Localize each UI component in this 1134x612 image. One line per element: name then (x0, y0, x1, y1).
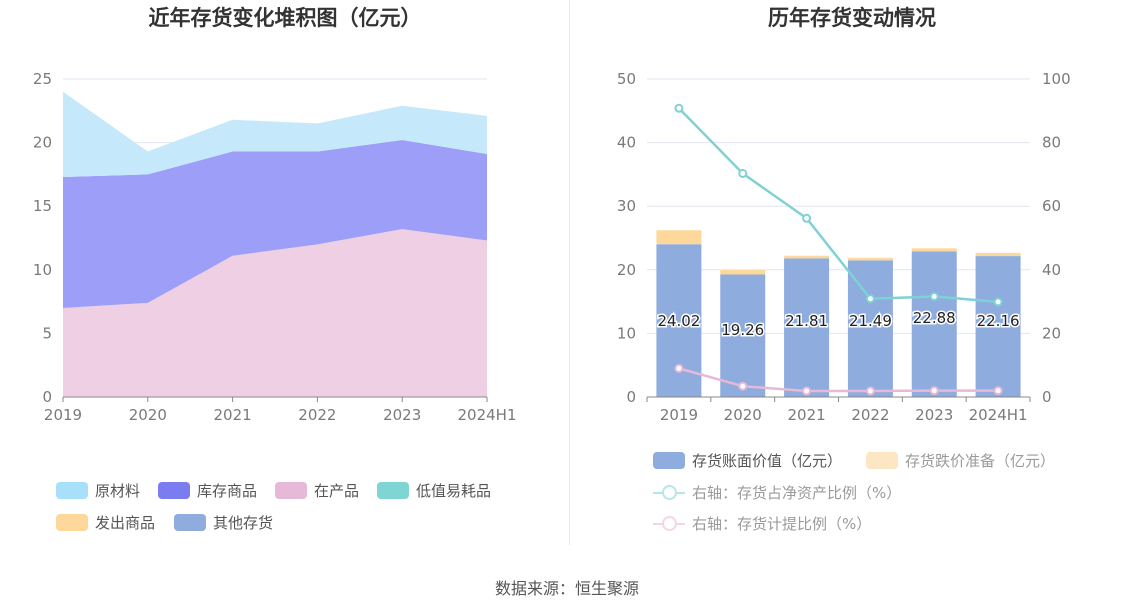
line-point (929, 292, 939, 302)
y2-tick-label: 80 (1042, 134, 1061, 152)
legend-label: 在产品 (314, 482, 360, 500)
legend-line-swatch (653, 484, 685, 501)
line-series (678, 107, 999, 304)
legend-swatch (174, 514, 206, 531)
y-tick-label: 25 (33, 70, 52, 88)
y-tick-label: 10 (617, 324, 636, 342)
y-tick-label: 50 (617, 70, 636, 88)
bar (911, 248, 957, 252)
line-point (865, 294, 875, 304)
x-tick-label: 2019 (660, 406, 698, 424)
line-series (678, 367, 999, 393)
legend-wip[interactable]: 在产品 (275, 480, 359, 501)
legend-label: 右轴：存货占净资产比例（%） (692, 484, 902, 502)
bar (975, 252, 1021, 257)
y2-tick-label: 0 (1042, 388, 1052, 406)
legend-swatch (275, 482, 307, 499)
legend-line-swatch (653, 515, 685, 532)
area-series (63, 229, 487, 397)
bar (784, 258, 830, 397)
left-chart-title: 近年存货变化堆积图（亿元） (148, 6, 422, 30)
x-tick-label: 2021 (787, 406, 825, 424)
y-tick-label: 30 (617, 197, 636, 215)
legend-book-value[interactable]: 存货账面价值（亿元） (653, 450, 842, 471)
x-tick-label: 2024H1 (969, 406, 1028, 424)
bar (720, 274, 766, 397)
bar (720, 270, 766, 275)
y2-tick-label: 20 (1042, 324, 1061, 342)
line-point (738, 381, 748, 391)
legend-swatch (56, 514, 88, 531)
legend-finished-goods[interactable]: 库存商品 (158, 480, 257, 501)
bar (975, 256, 1021, 397)
data-source: 数据来源：恒生聚源 (494, 579, 639, 598)
x-tick-label: 2024H1 (458, 406, 517, 424)
line-point (674, 103, 684, 113)
y-tick-label: 20 (33, 134, 52, 152)
y-tick-label: 20 (617, 261, 636, 279)
bar-value-label: 22.88 (913, 309, 956, 327)
y2-tick-label: 60 (1042, 197, 1061, 215)
bar-value-label: 19.26 (721, 321, 764, 339)
line-point (865, 386, 875, 396)
line-point (802, 386, 812, 396)
line-point (674, 363, 684, 373)
y-tick-label: 5 (42, 324, 52, 342)
area-series (63, 91, 487, 177)
bar (784, 255, 830, 259)
legend-label: 存货账面价值（亿元） (692, 452, 843, 470)
bar (656, 230, 702, 245)
legend-swatch (56, 482, 88, 499)
bar-value-label: 21.49 (849, 312, 892, 330)
legend-label: 存货跌价准备（亿元） (905, 452, 1056, 470)
legend-label: 原材料 (95, 482, 141, 500)
legend-label: 右轴：存货计提比例（%） (692, 515, 872, 533)
legend-swatch (158, 482, 190, 499)
panel-divider (569, 0, 570, 545)
y-tick-label: 10 (33, 261, 52, 279)
line-point (929, 386, 939, 396)
bar (847, 260, 893, 397)
y-tick-label: 0 (42, 388, 52, 406)
line-point (802, 213, 812, 223)
x-tick-label: 2019 (44, 406, 82, 424)
y2-tick-label: 40 (1042, 261, 1061, 279)
legend-provision-ratio[interactable]: 右轴：存货计提比例（%） (653, 513, 871, 534)
bar-value-label: 24.02 (657, 312, 700, 330)
legend-goods-shipped[interactable]: 发出商品 (56, 512, 155, 533)
y2-tick-label: 100 (1042, 70, 1071, 88)
legend-label: 低值易耗品 (416, 482, 492, 500)
x-tick-label: 2020 (724, 406, 762, 424)
bar (847, 257, 893, 261)
line-point (738, 168, 748, 178)
legend-swatch (653, 452, 685, 469)
legend-inventory-ratio[interactable]: 右轴：存货占净资产比例（%） (653, 482, 901, 503)
y-tick-label: 0 (626, 388, 636, 406)
area-series (63, 140, 487, 308)
x-tick-label: 2022 (851, 406, 889, 424)
legend-impairment[interactable]: 存货跌价准备（亿元） (866, 450, 1055, 471)
x-tick-label: 2020 (129, 406, 167, 424)
bar-value-label: 21.81 (785, 312, 828, 330)
legend-label: 库存商品 (197, 482, 258, 500)
y-tick-label: 40 (617, 134, 636, 152)
legend-raw-materials[interactable]: 原材料 (56, 480, 140, 501)
right-chart-title: 历年存货变动情况 (768, 6, 936, 30)
x-tick-label: 2023 (383, 406, 421, 424)
bar-value-label: 22.16 (977, 312, 1020, 330)
legend-swatch (866, 452, 898, 469)
legend-consumables[interactable]: 低值易耗品 (377, 480, 491, 501)
legend-label: 发出商品 (95, 514, 156, 532)
x-tick-label: 2021 (214, 406, 252, 424)
line-point (993, 297, 1003, 307)
legend-label: 其他存货 (213, 514, 274, 532)
x-tick-label: 2022 (298, 406, 336, 424)
line-point (993, 386, 1003, 396)
legend-swatch (377, 482, 409, 499)
x-tick-label: 2023 (915, 406, 953, 424)
bar (911, 251, 957, 397)
y-tick-label: 15 (33, 197, 52, 215)
legend-other-inventory[interactable]: 其他存货 (174, 512, 273, 533)
